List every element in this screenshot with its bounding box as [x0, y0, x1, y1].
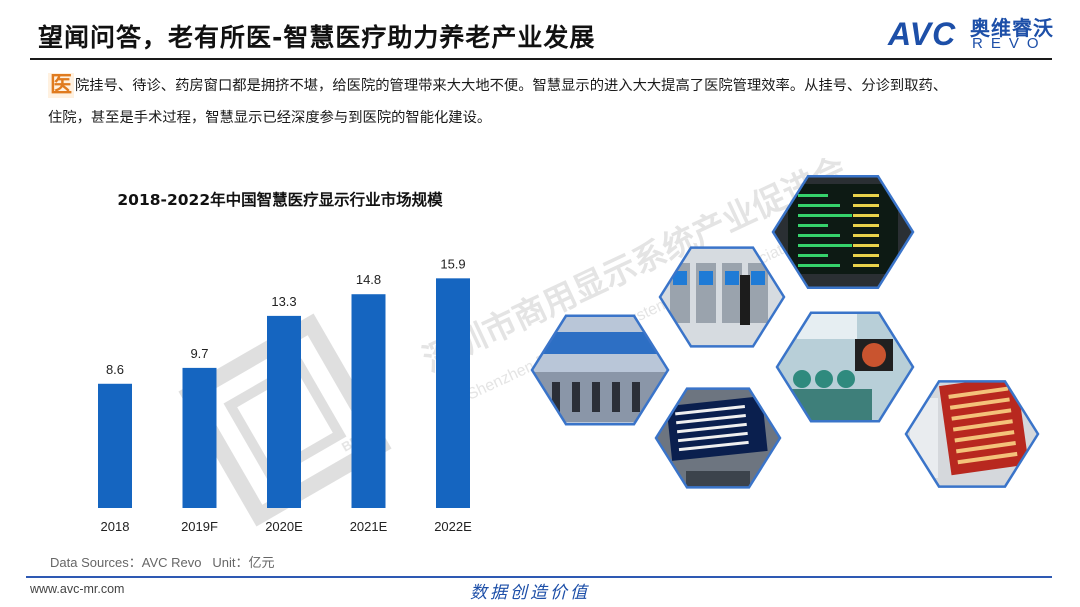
- footer-divider: [26, 576, 1052, 578]
- unit-label: Unit：亿元: [212, 555, 275, 570]
- logo-brand: AVC: [888, 16, 957, 52]
- intro-line-2: 住院，甚至是手术过程，智慧显示已经深度参与到医院的智能化建设。: [48, 110, 492, 126]
- bar-2018: [98, 383, 132, 508]
- footer-slogan: 数据创造价值: [470, 583, 590, 603]
- hexagon-frame: [775, 311, 915, 423]
- value-label-2020E: 13.3: [271, 294, 296, 309]
- page-title: 望闻问答，老有所医-智慧医疗助力养老产业发展: [38, 23, 596, 52]
- hexagon-frame: [771, 174, 915, 290]
- hexagon-frame: [904, 380, 1040, 488]
- x-tick-2018: 2018: [101, 519, 130, 534]
- watermark-frame-icon: [178, 313, 392, 527]
- x-tick-2019F: 2019F: [181, 519, 218, 534]
- photo-surgery-room-monitors: [777, 312, 913, 422]
- value-label-2018: 8.6: [106, 362, 124, 377]
- bar-2022E: [436, 278, 470, 508]
- logo-cn: 奥维睿沃: [970, 16, 1054, 40]
- photo-hospital-hall-counters: [532, 315, 668, 425]
- footer-url[interactable]: www.avc-mr.com: [30, 582, 125, 596]
- bar-2019F: [182, 367, 217, 508]
- photo-queue-display-screen: [656, 388, 780, 488]
- value-label-2021E: 14.8: [356, 272, 381, 287]
- x-tick-2021E: 2021E: [350, 519, 388, 534]
- data-source: Data Sources：AVC Revo: [50, 555, 202, 570]
- chart-title: 2018-2022年中国智慧医疗显示行业市场规模: [117, 191, 443, 209]
- title-divider: [30, 58, 1052, 60]
- value-label-2019F: 9.7: [190, 346, 208, 361]
- hexagon-frame: [530, 314, 670, 426]
- intro-paragraph: 医院挂号、待诊、药房窗口都是拥挤不堪，给医院的管理带来大大地不便。智慧显示的进入…: [48, 70, 1073, 134]
- avc-revo-logo: AVC 奥维睿沃 REVO: [888, 10, 1058, 54]
- x-tick-2022E: 2022E: [434, 519, 472, 534]
- bar-2021E: [351, 294, 386, 508]
- x-tick-2020E: 2020E: [265, 519, 303, 534]
- bar-2020E: [267, 315, 301, 508]
- data-source-note: Data Sources：AVC Revo Unit：亿元: [50, 552, 274, 571]
- hexagon-frame: [658, 246, 786, 348]
- logo-en: REVO: [972, 35, 1047, 52]
- hexagon-frame: [654, 387, 782, 489]
- intro-line-1: 院挂号、待诊、药房窗口都是拥挤不堪，给医院的管理带来大大地不便。智慧显示的进入大…: [75, 78, 948, 94]
- value-label-2022E: 15.9: [440, 256, 465, 271]
- photo-self-service-kiosks: [660, 247, 784, 347]
- photo-led-info-board-green: [773, 176, 913, 288]
- intro-lead-char: 医: [48, 73, 75, 98]
- photo-pharmacy-red-display: [906, 381, 1038, 487]
